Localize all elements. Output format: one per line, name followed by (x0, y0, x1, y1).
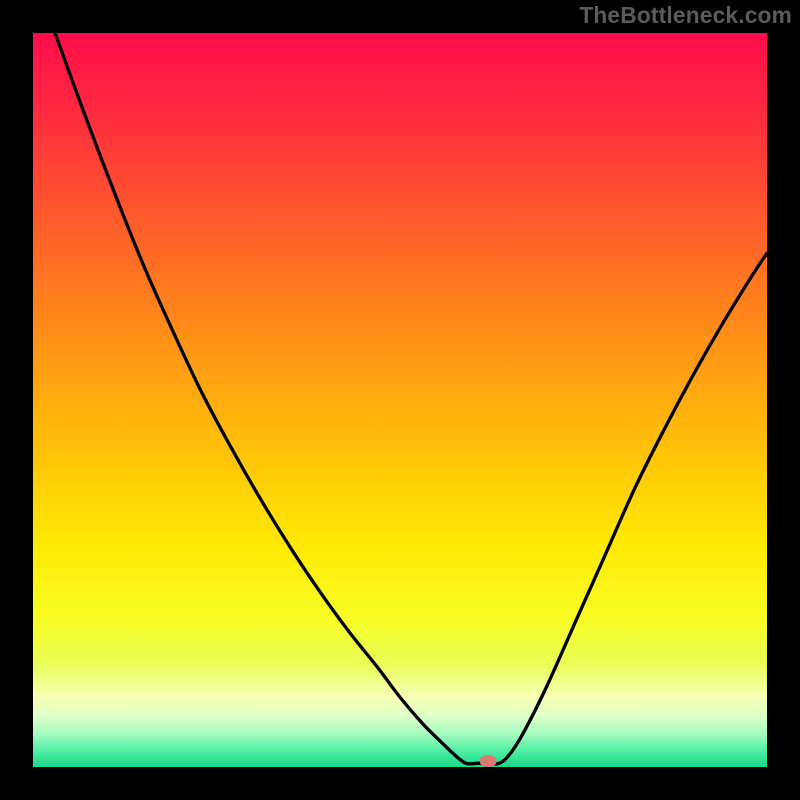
chart-frame: TheBottleneck.com (0, 0, 800, 800)
bottleneck-curve-chart (0, 0, 800, 800)
plot-background (33, 33, 767, 767)
watermark-text: TheBottleneck.com (579, 2, 792, 29)
optimum-marker (480, 755, 497, 767)
